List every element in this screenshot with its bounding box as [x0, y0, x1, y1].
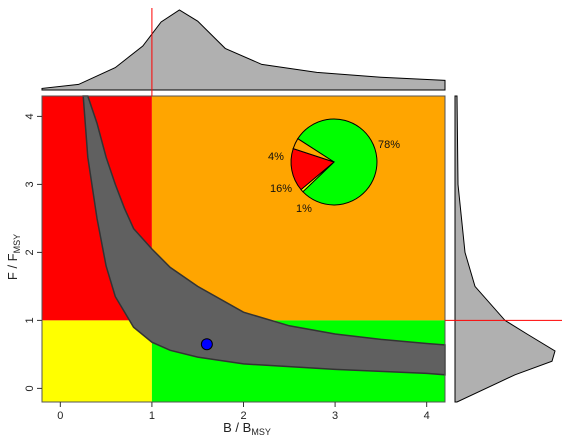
pie-slice-label: 16% — [270, 183, 292, 195]
x-tick-label: 4 — [424, 410, 430, 422]
x-tick-label: 3 — [332, 410, 338, 422]
pie-slice-label: 78% — [378, 139, 400, 151]
main-plot-area: 78% 1% 16% 4% — [42, 95, 446, 402]
y-tick-label: 3 — [24, 181, 36, 187]
y-tick-label: 4 — [24, 113, 36, 119]
quadrant-overfished — [42, 320, 152, 402]
x-tick-label: 2 — [240, 410, 246, 422]
y-tick-label: 1 — [24, 317, 36, 323]
pie-slice-label: 1% — [296, 203, 312, 215]
quadrant-overfishing — [151, 96, 445, 321]
y-axis-label: F / FMSY — [5, 234, 22, 280]
current-point-marker — [200, 338, 213, 351]
y-tick-label: 2 — [24, 249, 36, 255]
quadrant-probability-pie: 78% 1% 16% 4% — [268, 118, 400, 215]
y-tick-label: 0 — [24, 385, 36, 391]
x-tick-label: 1 — [149, 410, 155, 422]
axes: 0 1 2 3 4 0 1 2 3 4 — [24, 95, 446, 422]
pie-slice-label: 4% — [268, 151, 284, 163]
x-density-curve — [41, 9, 446, 91]
reference-lines — [151, 8, 562, 321]
x-tick-label: 0 — [57, 410, 63, 422]
y-marginal-density — [454, 95, 556, 403]
x-marginal-density — [41, 9, 446, 91]
x-axis-label: B / BMSY — [223, 420, 271, 437]
pie-slice — [292, 138, 335, 163]
pie-slice — [297, 118, 378, 206]
y-density-curve — [454, 95, 556, 403]
current-status-point — [200, 338, 213, 351]
